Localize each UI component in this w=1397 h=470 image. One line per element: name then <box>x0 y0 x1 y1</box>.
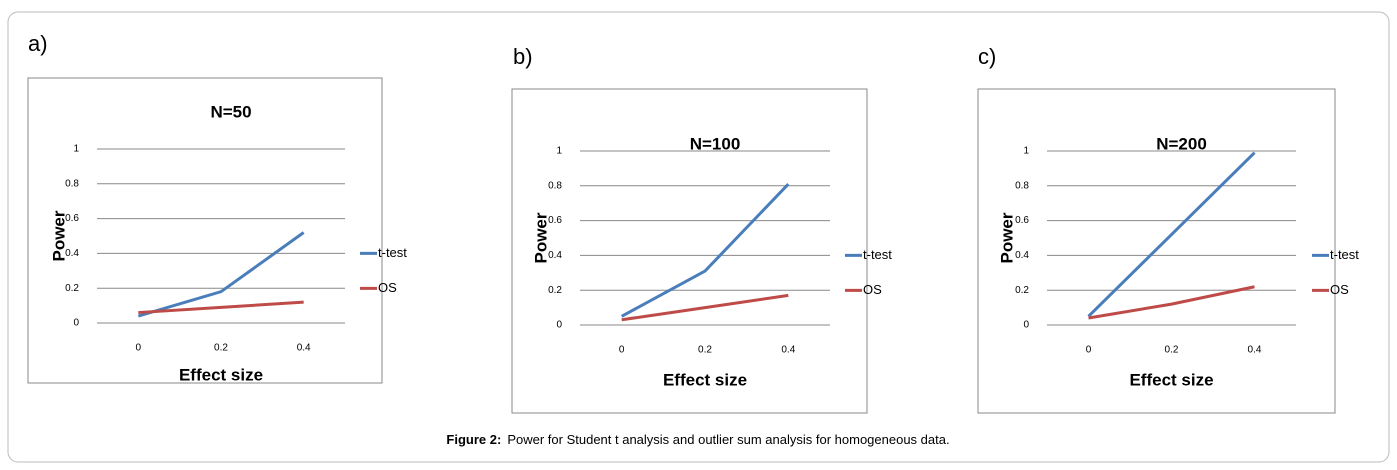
y-tick-label: 0.2 <box>1015 285 1029 296</box>
x-tick-label: 0.2 <box>698 345 712 356</box>
y-tick-label: 0 <box>73 318 79 329</box>
legend-label: t-test <box>863 247 892 262</box>
y-axis-label: Power <box>997 212 1016 263</box>
legend-label: OS <box>378 280 397 295</box>
panel-label: b) <box>513 44 533 69</box>
legend-label: t-test <box>378 245 407 260</box>
y-tick-label: 0.8 <box>1015 180 1029 191</box>
chart-frame <box>977 88 1336 414</box>
chart-title: N=50 <box>210 102 251 121</box>
caption: Figure 2: Power for Student t analysis an… <box>446 432 949 447</box>
x-tick-label: 0 <box>619 345 625 356</box>
y-axis-label: Power <box>49 210 68 261</box>
caption-label: Figure 2: <box>446 432 501 447</box>
x-tick-label: 0.2 <box>1165 345 1179 356</box>
y-tick-label: 0.8 <box>548 180 562 191</box>
y-tick-label: 0.8 <box>65 178 79 189</box>
y-tick-label: 0 <box>556 320 562 331</box>
caption-text: Power for Student t analysis and outlier… <box>507 432 949 447</box>
series-line <box>621 293 789 322</box>
x-tick-label: 0 <box>1086 345 1092 356</box>
panel-label: c) <box>978 44 996 69</box>
x-tick-label: 0 <box>136 343 142 354</box>
legend-label: OS <box>1330 282 1349 297</box>
y-tick-label: 0.2 <box>548 285 562 296</box>
y-tick-label: 1 <box>556 146 562 157</box>
series-line <box>1088 285 1255 320</box>
x-tick-label: 0.4 <box>1248 345 1262 356</box>
y-tick-label: 0.4 <box>1015 250 1029 261</box>
legend-label: t-test <box>1330 247 1359 262</box>
y-tick-label: 0.2 <box>65 283 79 294</box>
chart-title: N=100 <box>690 134 741 153</box>
y-tick-label: 0.6 <box>65 213 79 224</box>
series-line <box>1087 151 1256 318</box>
legend-label: OS <box>863 282 882 297</box>
y-tick-label: 0.4 <box>548 250 562 261</box>
x-tick-label: 0.2 <box>214 343 228 354</box>
y-tick-label: 0 <box>1023 320 1029 331</box>
panel-label: a) <box>28 31 48 56</box>
x-tick-label: 0.4 <box>781 345 795 356</box>
y-tick-label: 0.6 <box>548 215 562 226</box>
y-tick-label: 1 <box>73 144 79 155</box>
x-axis-label: Effect size <box>1129 370 1213 389</box>
y-tick-label: 1 <box>1023 146 1029 157</box>
x-tick-label: 0.4 <box>297 343 311 354</box>
y-tick-label: 0.6 <box>1015 215 1029 226</box>
x-axis-label: Effect size <box>663 370 747 389</box>
x-axis-label: Effect size <box>179 365 263 384</box>
y-axis-label: Power <box>531 212 550 263</box>
series-line <box>138 300 304 315</box>
figure-frame <box>7 11 1390 463</box>
chart-title: N=200 <box>1156 134 1207 153</box>
y-tick-label: 0.4 <box>65 248 79 259</box>
chart-frame <box>27 77 383 384</box>
series-line <box>137 231 305 318</box>
chart-frame <box>511 88 868 414</box>
series-line <box>620 183 790 318</box>
